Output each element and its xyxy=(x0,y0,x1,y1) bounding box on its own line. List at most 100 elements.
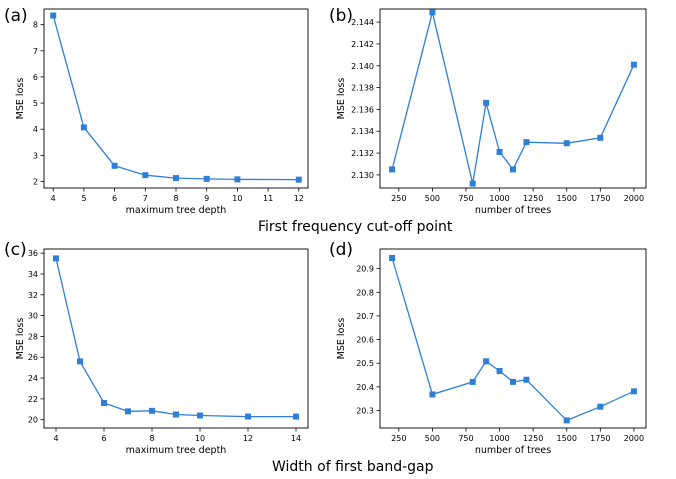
y-tick-label: 28 xyxy=(28,332,38,341)
data-point xyxy=(597,134,604,141)
data-point xyxy=(173,411,179,418)
x-tick-label: 2000 xyxy=(624,194,644,203)
data-point xyxy=(77,358,83,365)
x-tick-label: 1250 xyxy=(523,194,543,203)
caption-row1: First frequency cut-off point xyxy=(258,219,453,235)
series-line xyxy=(391,257,635,422)
y-tick-label: 3 xyxy=(33,151,38,160)
series-line xyxy=(52,15,299,181)
y-tick-label: 2.132 xyxy=(351,149,374,158)
series-line xyxy=(391,12,635,184)
data-point xyxy=(597,403,604,410)
data-point xyxy=(125,408,131,415)
plot-frame xyxy=(43,8,309,189)
y-tick-label: 2.136 xyxy=(351,105,374,114)
x-tick-label: 2000 xyxy=(624,434,644,443)
y-tick-label: 2.130 xyxy=(351,171,374,180)
data-point xyxy=(142,172,149,179)
y-tick-label: 2.144 xyxy=(351,18,374,27)
x-tick-label: 10 xyxy=(232,194,242,203)
y-tick-label: 24 xyxy=(28,374,38,383)
series-line xyxy=(55,258,296,418)
data-point xyxy=(234,176,241,183)
x-tick-label: 9 xyxy=(204,194,209,203)
data-point xyxy=(469,378,476,385)
y-tick-label: 20.7 xyxy=(356,312,374,321)
panel-label-b: (b) xyxy=(329,6,354,26)
y-tick-label: 30 xyxy=(28,312,38,321)
x-tick-label: 750 xyxy=(458,194,473,203)
data-point xyxy=(53,255,59,262)
data-point xyxy=(50,12,57,19)
data-point xyxy=(197,412,203,419)
data-point xyxy=(483,358,490,365)
y-tick-label: 2.142 xyxy=(351,40,374,49)
x-tick-label: 4 xyxy=(51,194,56,203)
data-point xyxy=(173,175,179,182)
x-tick-label: 8 xyxy=(173,194,178,203)
data-point xyxy=(630,61,637,68)
y-tick-label: 6 xyxy=(33,73,38,82)
x-tick-label: 12 xyxy=(294,194,304,203)
panel-label-a: (a) xyxy=(4,6,28,26)
x-axis-label: number of trees xyxy=(475,445,551,456)
data-point xyxy=(630,388,637,395)
y-tick-label: 20.6 xyxy=(356,336,374,345)
chart-d: 250 500 750 1000 1250 1500 1750 2000 20.3 20.4 20.… xyxy=(336,248,647,456)
plot-frame xyxy=(43,248,309,429)
y-tick-label: 2.140 xyxy=(351,62,374,71)
x-tick-label: 500 xyxy=(425,434,440,443)
x-axis-label: maximum tree depth xyxy=(126,205,227,216)
y-tick-label: 2.138 xyxy=(351,84,374,93)
x-tick-label: 6 xyxy=(101,434,106,443)
x-axis-label: maximum tree depth xyxy=(126,445,227,456)
data-point xyxy=(389,166,396,173)
data-point xyxy=(293,413,299,420)
caption-row2: Width of first band-gap xyxy=(272,459,434,475)
x-tick-label: 1000 xyxy=(489,434,509,443)
x-tick-label: 1750 xyxy=(590,434,610,443)
y-tick-label: 20.8 xyxy=(356,288,374,297)
x-tick-label: 1250 xyxy=(523,434,543,443)
x-axis-label: number of trees xyxy=(475,205,551,216)
x-tick-label: 1500 xyxy=(557,434,577,443)
panel-label-d: (d) xyxy=(329,240,354,260)
data-point xyxy=(245,413,251,420)
x-tick-label: 250 xyxy=(391,194,406,203)
data-point xyxy=(469,180,476,187)
data-point xyxy=(149,407,155,414)
y-tick-label: 7 xyxy=(33,47,38,56)
data-point xyxy=(111,162,118,169)
x-tick-label: 250 xyxy=(391,434,406,443)
data-point xyxy=(429,391,436,398)
x-tick-label: 14 xyxy=(291,434,301,443)
x-tick-label: 1000 xyxy=(489,194,509,203)
data-point xyxy=(483,99,490,106)
data-point xyxy=(523,376,530,383)
plot-frame xyxy=(379,8,647,189)
x-tick-label: 6 xyxy=(112,194,117,203)
x-tick-label: 500 xyxy=(425,194,440,203)
x-tick-label: 7 xyxy=(143,194,148,203)
data-point xyxy=(510,166,516,173)
y-tick-label: 2.134 xyxy=(351,127,374,136)
y-tick-label: 36 xyxy=(28,249,38,258)
x-tick-label: 750 xyxy=(458,434,473,443)
x-tick-label: 1750 xyxy=(590,194,610,203)
data-point xyxy=(523,139,530,146)
data-point xyxy=(496,148,503,155)
y-tick-label: 34 xyxy=(28,270,38,279)
y-tick-label: 22 xyxy=(28,395,38,404)
y-axis-label: MSE loss xyxy=(15,78,26,120)
x-tick-label: 10 xyxy=(195,434,205,443)
y-tick-label: 8 xyxy=(33,21,38,30)
data-point xyxy=(80,124,87,131)
y-axis-label: MSE loss xyxy=(336,318,347,360)
data-point xyxy=(389,254,396,261)
data-point xyxy=(510,378,516,385)
chart-b: 250 500 750 1000 1250 1500 1750 2000 2.130 2.132 2… xyxy=(336,8,647,216)
y-tick-label: 26 xyxy=(28,353,38,362)
x-tick-label: 4 xyxy=(53,434,58,443)
y-tick-label: 20.9 xyxy=(356,265,374,274)
